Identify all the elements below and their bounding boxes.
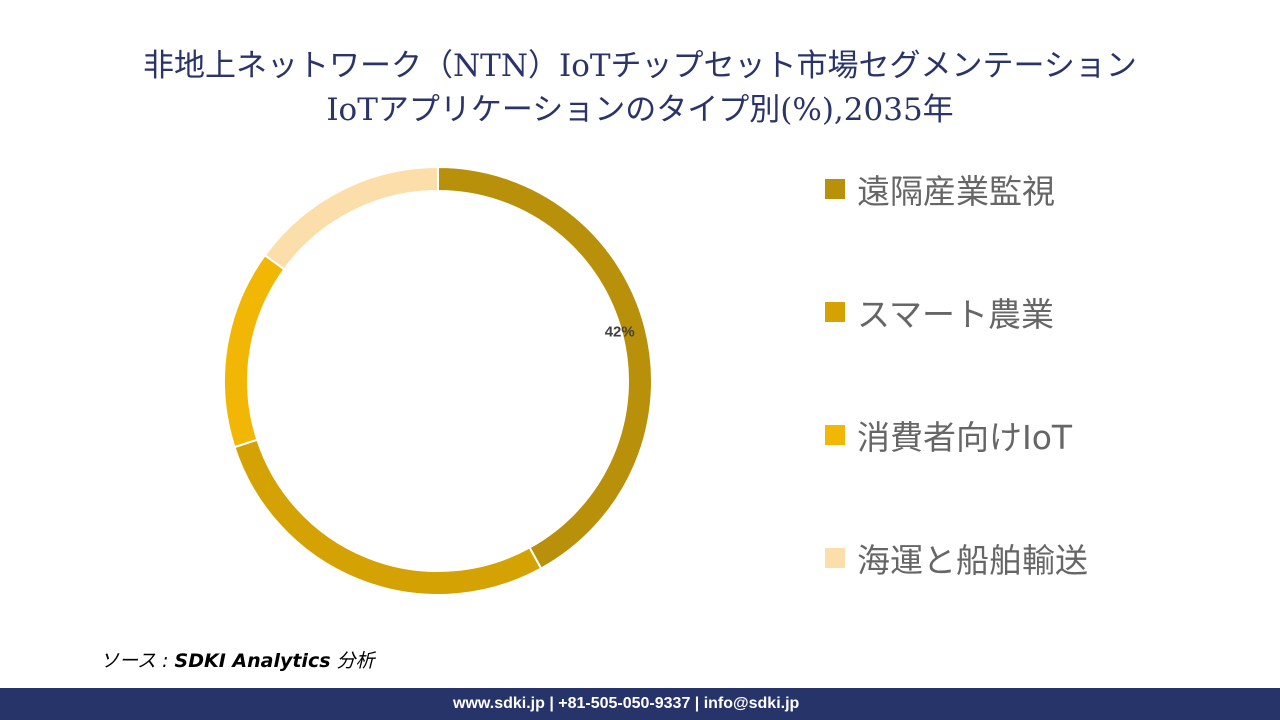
legend-label: スマート農業 bbox=[857, 295, 1055, 334]
chart-subtitle: IoTアプリケーションのタイプ別(%),2035年 bbox=[326, 92, 954, 128]
legend-swatch bbox=[825, 425, 845, 445]
donut-slice-4 bbox=[263, 165, 439, 271]
source-note: ソース : SDKI Analytics 分析 bbox=[100, 646, 375, 673]
chart-title: 非地上ネットワーク（NTN）IoTチップセット市場セグメンテーション IoTアプ… bbox=[0, 44, 1280, 132]
source-prefix: ソース : bbox=[100, 650, 175, 672]
source-name: SDKI Analytics bbox=[174, 650, 331, 672]
legend-swatch bbox=[825, 548, 845, 568]
donut-slice-1 bbox=[437, 165, 653, 570]
data-label-1: 42% bbox=[605, 323, 635, 340]
legend-label: 海運と船舶輸送 bbox=[857, 541, 1088, 580]
legend-swatch bbox=[825, 302, 845, 322]
legend-label: 遠隔産業監視 bbox=[857, 172, 1055, 211]
legend-item: 遠隔産業監視 bbox=[825, 165, 1055, 213]
legend-item: スマート農業 bbox=[825, 288, 1054, 336]
chart-title-line1: 非地上ネットワーク（NTN）IoTチップセット市場セグメンテーション bbox=[143, 48, 1137, 84]
footer-bar: www.sdki.jp | +81-505-050-9337 | info@sd… bbox=[0, 688, 1280, 720]
footer-contact: www.sdki.jp | +81-505-050-9337 | info@sd… bbox=[453, 695, 800, 712]
donut-slice-3 bbox=[223, 253, 286, 449]
donut-slice-2 bbox=[233, 438, 543, 596]
legend-item: 消費者向けIoT bbox=[825, 411, 1072, 459]
legend-swatch bbox=[825, 179, 845, 199]
source-suffix: 分析 bbox=[330, 650, 375, 672]
legend-item: 海運と船舶輸送 bbox=[825, 534, 1088, 582]
legend-label: 消費者向けIoT bbox=[857, 418, 1073, 457]
